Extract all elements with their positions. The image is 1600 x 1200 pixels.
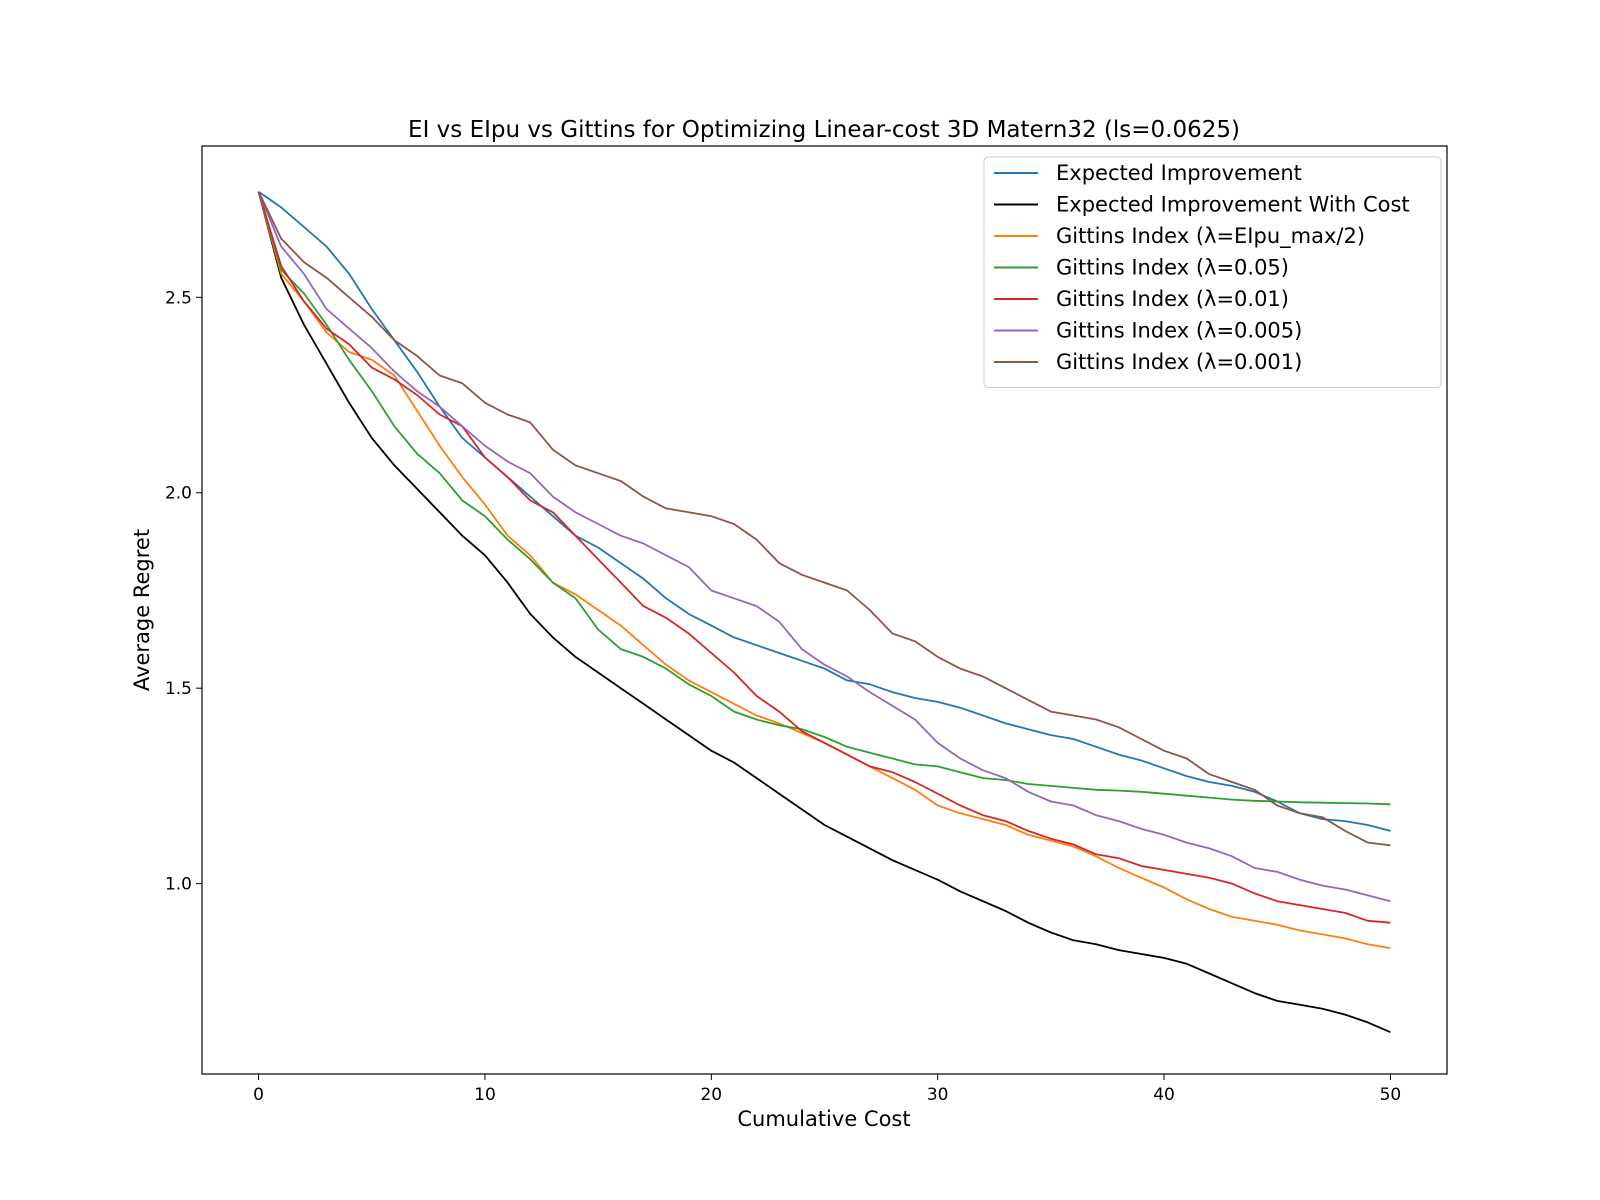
series-line-5 [257,191,1391,924]
x-tick-label: 20 [700,1085,722,1105]
plot-area [257,190,1391,1034]
legend-entry: Gittins Index (λ=EIpu_max/2) [1056,224,1365,249]
x-tick-label: 40 [1153,1085,1175,1105]
series-line-4 [257,191,1391,806]
legend-entry: Gittins Index (λ=0.001) [1056,350,1302,374]
x-tick-label: 30 [927,1085,949,1105]
legend-box [983,156,1442,388]
y-axis: 1.0 1.5 2.0 2.5 [165,288,202,895]
legend-entry: Gittins Index (λ=0.005) [1056,319,1302,343]
legend-entry: Expected Improvement With Cost [1056,193,1410,217]
series-line-7 [257,191,1391,847]
x-tick-label: 10 [474,1085,496,1105]
series-line-2 [257,191,1391,1034]
y-axis-label: Average Regret [130,529,154,691]
y-tick-label: 1.0 [165,875,192,895]
y-tick-label: 1.5 [165,679,192,699]
legend-entry: Gittins Index (λ=0.05) [1056,256,1289,280]
chart-title: EI vs EIpu vs Gittins for Optimizing Lin… [408,117,1240,143]
x-axis-label: Cumulative Cost [737,1107,910,1131]
legend-entry: Gittins Index (λ=0.01) [1056,287,1289,311]
plot-frame [201,145,1448,1075]
legend-entry: Expected Improvement [1056,161,1302,185]
legend: Expected Improvement Expected Improvement… [983,156,1442,388]
series-line-1 [258,190,1391,832]
series-line-6 [257,191,1391,903]
x-axis: 0 10 20 30 40 50 [253,1074,1401,1105]
y-tick-label: 2.0 [165,484,192,504]
x-tick-label: 0 [253,1085,264,1105]
x-tick-label: 50 [1380,1085,1402,1105]
y-tick-label: 2.5 [165,288,192,308]
